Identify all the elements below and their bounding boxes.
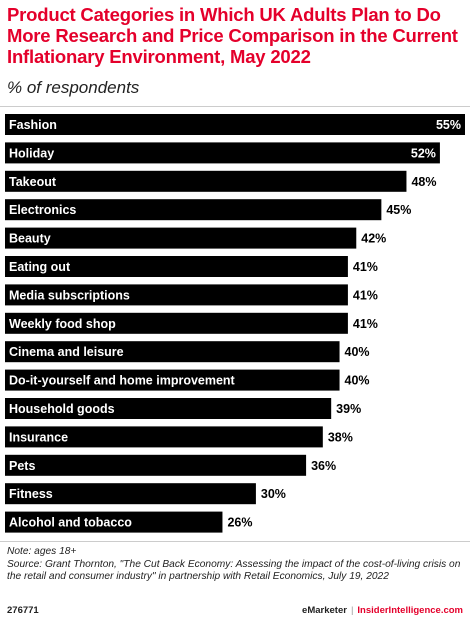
bar [5, 199, 382, 221]
bar-row: Alcohol and tobacco 26% [5, 511, 252, 533]
category-label: Eating out [9, 260, 71, 274]
value-label: 41% [353, 288, 378, 302]
chart-title: Product Categories in Which UK Adults Pl… [7, 4, 458, 67]
bar-row: Media subscriptions 41% [5, 284, 378, 306]
bar-row: Eating out 41% [5, 256, 378, 277]
value-label: 45% [386, 203, 411, 217]
bar [5, 256, 348, 277]
bar [5, 369, 340, 391]
bar [5, 312, 348, 334]
brand: eMarketer | InsiderIntelligence.com [302, 605, 463, 616]
value-label: 36% [311, 459, 336, 473]
bar [5, 426, 323, 448]
category-label: Do-it-yourself and home improvement [9, 374, 236, 388]
source-text: Source: Grant Thornton, "The Cut Back Ec… [7, 558, 461, 583]
value-label: 42% [361, 232, 386, 246]
category-label: Insurance [9, 430, 68, 444]
bar-row: Takeout 48% [5, 170, 436, 192]
category-label: Fitness [9, 487, 53, 501]
bar-row: Fashion 55% [5, 114, 465, 135]
top-divider [0, 106, 470, 107]
chart-subtitle: % of respondents [7, 78, 140, 97]
category-label: Holiday [9, 146, 54, 160]
value-label: 48% [411, 175, 436, 189]
bar-row: Electronics 45% [5, 199, 411, 221]
bar-row: Cinema and leisure 40% [5, 341, 370, 363]
bar-row: Do-it-yourself and home improvement 40% [5, 369, 370, 391]
category-label: Electronics [9, 203, 76, 217]
value-label: 39% [336, 402, 361, 416]
bar-row: Holiday 52% [5, 142, 440, 164]
category-label: Media subscriptions [9, 288, 130, 302]
category-label: Alcohol and tobacco [9, 516, 132, 530]
value-label: 38% [328, 430, 353, 444]
bar [5, 483, 256, 505]
bar [5, 454, 307, 476]
bar [5, 170, 407, 192]
bar-row: Fitness 30% [5, 483, 286, 505]
category-label: Takeout [9, 175, 57, 189]
bar-row: Household goods 39% [5, 398, 361, 419]
value-label: 40% [345, 374, 370, 388]
bar [5, 341, 340, 363]
value-label: 55% [436, 118, 461, 132]
bar [5, 114, 465, 135]
bar [5, 142, 440, 164]
category-label: Pets [9, 459, 35, 473]
bar-chart: Fashion 55%Holiday 52%Takeout 48%Electronic… [5, 114, 465, 533]
bar [5, 227, 357, 249]
value-label: 30% [261, 487, 286, 501]
chart-id: 276771 [7, 605, 39, 616]
brand-emarketer: eMarketer [302, 605, 347, 616]
value-label: 41% [353, 260, 378, 274]
category-label: Household goods [9, 402, 115, 416]
bar-row: Insurance 38% [5, 426, 353, 448]
bar [5, 511, 223, 533]
bar [5, 398, 332, 419]
value-label: 26% [227, 516, 252, 530]
category-label: Weekly food shop [9, 317, 116, 331]
brand-insider-intelligence[interactable]: InsiderIntelligence.com [357, 605, 463, 616]
brand-separator: | [350, 605, 354, 616]
note-text: Note: ages 18+ [7, 546, 77, 557]
bar [5, 284, 348, 306]
bar-row: Pets 36% [5, 454, 336, 476]
chart-notes: Note: ages 18+ Source: Grant Thornton, "… [7, 546, 465, 584]
bar-row: Weekly food shop 41% [5, 312, 378, 334]
value-label: 40% [345, 345, 370, 359]
bar-row: Beauty 42% [5, 227, 386, 249]
value-label: 52% [411, 146, 436, 160]
category-label: Fashion [9, 118, 57, 132]
category-label: Beauty [9, 232, 51, 246]
category-label: Cinema and leisure [9, 345, 124, 359]
value-label: 41% [353, 317, 378, 331]
bottom-divider [0, 541, 470, 542]
